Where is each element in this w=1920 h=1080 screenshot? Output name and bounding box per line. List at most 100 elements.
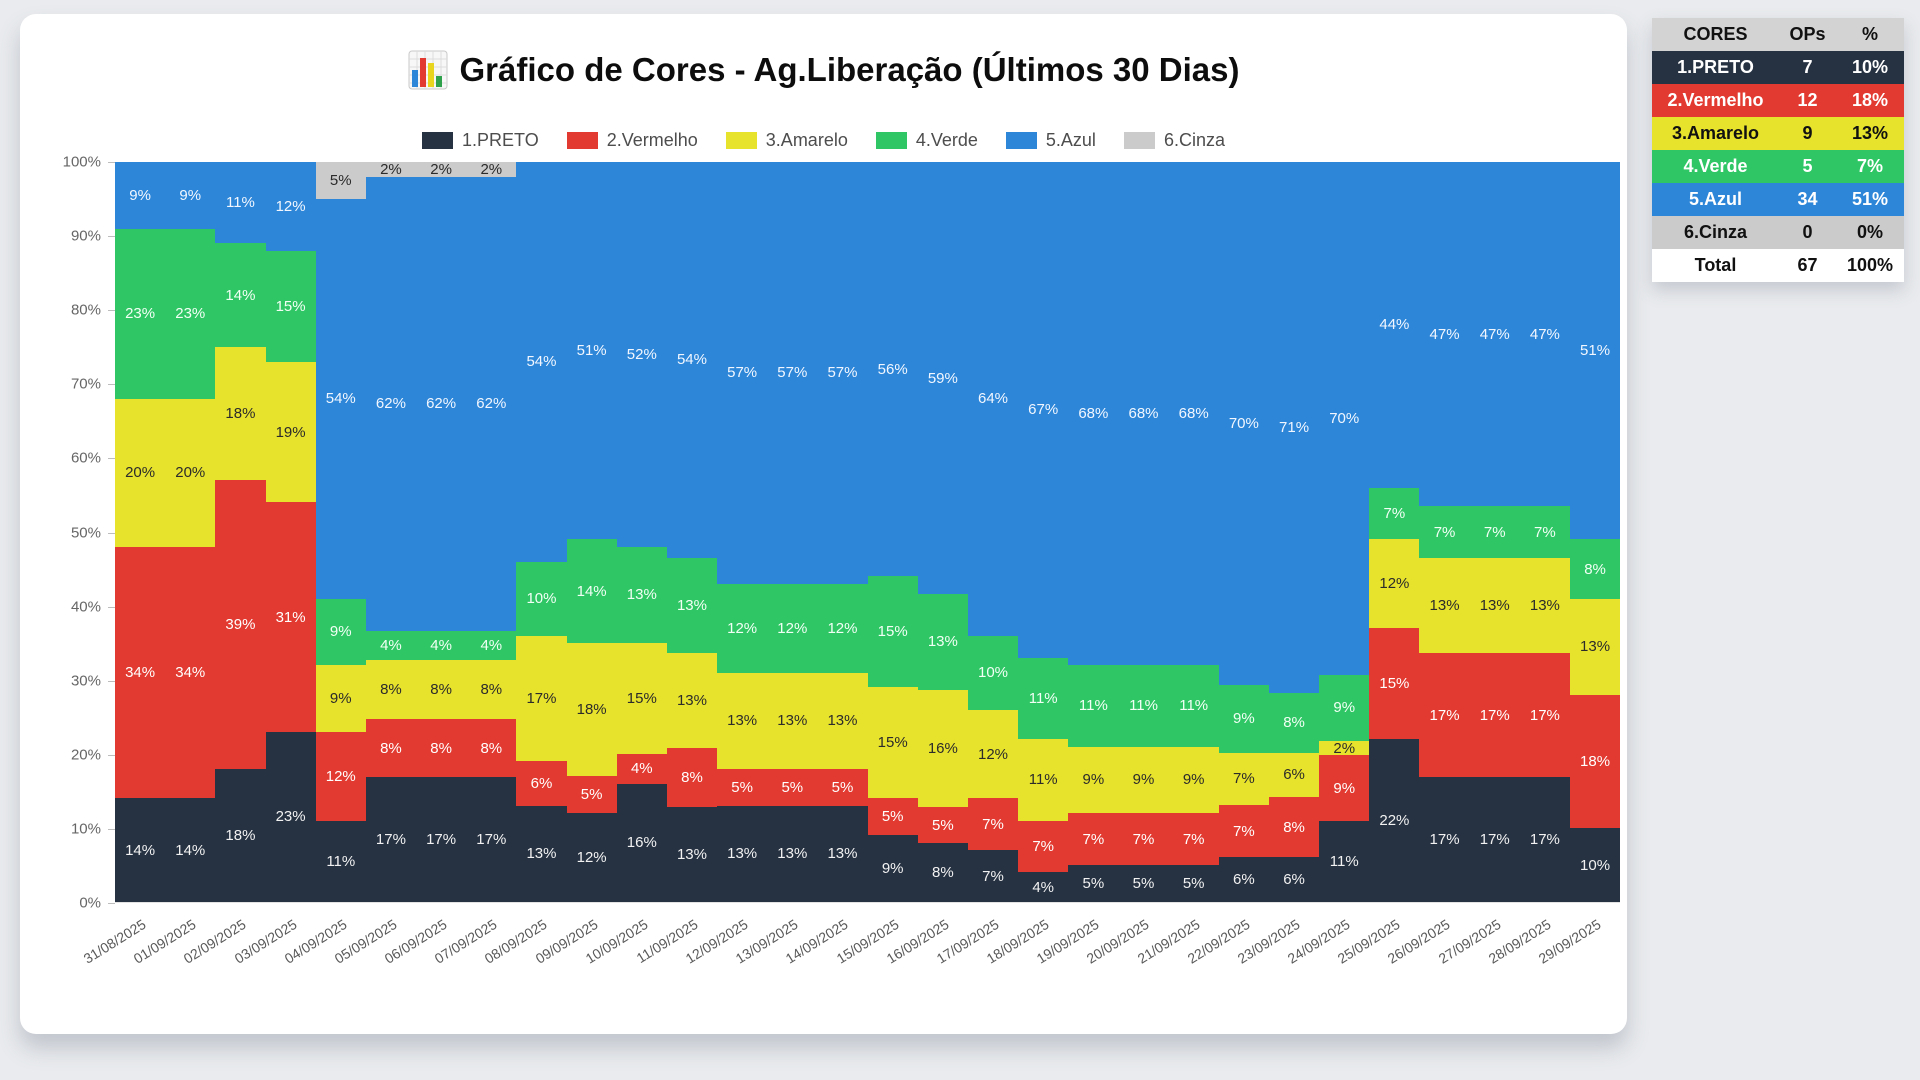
bar-segment: 34%	[115, 546, 166, 799]
bar-segment: 13%	[717, 805, 768, 902]
bar-segment: 4%	[466, 630, 517, 661]
ops-cell: 0	[1802, 222, 1813, 242]
bar-segment: 8%	[1268, 692, 1320, 753]
bar-value-label: 19%	[275, 423, 306, 441]
bar-segment: 7%	[967, 798, 1019, 851]
bar-value-label: 62%	[476, 395, 507, 413]
bar-value-label: 9%	[329, 623, 352, 641]
bar-value-label: 15%	[877, 734, 908, 752]
legend-item-2-vermelho[interactable]: 2.Vermelho	[566, 130, 698, 151]
bar-segment: 18%	[1569, 694, 1621, 828]
legend-item-5-azul[interactable]: 5.Azul	[1005, 130, 1096, 151]
bar-value-label: 2%	[430, 160, 452, 178]
bar-column: 17% 17% 13% 7% 47%	[1519, 162, 1570, 902]
bar-column: 12% 5% 18% 14% 51%	[566, 162, 617, 902]
bar-segment: 57%	[817, 162, 868, 584]
bar-segment: 15%	[867, 687, 918, 799]
bar-segment: 5%	[566, 776, 617, 814]
bar-segment: 47%	[1469, 162, 1520, 507]
bar-value-label: 8%	[1283, 714, 1305, 732]
bar-value-label: 18%	[1580, 752, 1611, 770]
bar-value-label: 17%	[1479, 831, 1510, 849]
bar-value-label: 5%	[580, 786, 603, 804]
pct-cell: 100%	[1846, 255, 1894, 275]
legend-swatch-icon	[875, 132, 907, 149]
bar-segment: 5%	[1168, 865, 1219, 902]
bar-value-label: 57%	[777, 364, 808, 382]
bar-value-label: 8%	[931, 864, 954, 882]
y-tick-mark	[108, 384, 115, 386]
bar-segment: 11%	[1018, 739, 1069, 821]
bar-segment: 17%	[1469, 777, 1520, 902]
legend-item-1-preto[interactable]: 1.PRETO	[422, 130, 539, 151]
legend-item-label: 5.Azul	[1045, 130, 1096, 150]
bar-value-label: 16%	[626, 834, 657, 852]
legend-swatch-icon	[1123, 132, 1155, 149]
bar-value-label: 10%	[526, 590, 557, 608]
bar-segment: 4%	[1018, 872, 1069, 902]
bar-column: 6% 7% 7% 9% 70%	[1218, 162, 1269, 902]
bar-segment: 68%	[1168, 162, 1219, 666]
bar-value-label: 8%	[430, 681, 452, 699]
bar-segment: 17%	[1519, 652, 1570, 778]
bar-value-label: 13%	[727, 712, 758, 730]
color-name-cell: 4.Verde	[1683, 156, 1748, 176]
ops-cell: 7	[1802, 57, 1813, 77]
bar-value-label: 59%	[927, 369, 958, 387]
bar-segment: 7%	[967, 850, 1019, 902]
bar-segment: 11%	[1068, 665, 1119, 747]
color-name-cell: 6.Cinza	[1683, 222, 1748, 242]
bar-value-label: 18%	[225, 405, 256, 423]
bar-segment: 59%	[917, 162, 968, 595]
bar-segment: 62%	[416, 176, 467, 631]
bar-value-label: 8%	[380, 739, 402, 757]
bar-segment: 51%	[1569, 162, 1621, 540]
bar-value-label: 13%	[1479, 596, 1510, 614]
bar-segment: 8%	[365, 718, 417, 778]
pct-cell: 13%	[1851, 123, 1889, 143]
bar-segment: 16%	[917, 689, 968, 807]
bar-value-label: 11%	[1179, 697, 1209, 715]
bar-value-label: 23%	[275, 808, 306, 826]
legend-item-label: 3.Amarelo	[765, 130, 848, 150]
bar-value-label: 5%	[329, 172, 352, 190]
bar-value-label: 15%	[1379, 675, 1410, 693]
bar-value-label: 67%	[1028, 401, 1059, 419]
bar-value-label: 15%	[877, 623, 908, 641]
bar-value-label: 13%	[777, 712, 808, 730]
bar-segment: 20%	[115, 398, 166, 547]
bar-segment: 4%	[416, 630, 467, 661]
bar-value-label: 7%	[1132, 830, 1155, 848]
bar-value-label: 70%	[1329, 409, 1360, 427]
bar-value-label: 9%	[329, 690, 352, 708]
bar-segment: 15%	[265, 250, 316, 362]
bar-value-label: 13%	[777, 845, 808, 863]
bar-segment: 17%	[416, 777, 467, 902]
y-tick-mark	[108, 236, 115, 238]
bar-value-label: 11%	[1028, 771, 1058, 789]
bar-value-label: 9%	[881, 860, 904, 878]
legend-item-6-cinza[interactable]: 6.Cinza	[1123, 130, 1225, 151]
bar-value-label: 17%	[375, 831, 406, 849]
bar-segment: 8%	[416, 718, 467, 778]
pct-cell: 18%	[1851, 90, 1889, 110]
legend-item-3-amarelo[interactable]: 3.Amarelo	[725, 130, 848, 151]
bar-value-label: 31%	[275, 608, 306, 626]
bar-value-label: 6%	[530, 775, 553, 793]
bar-value-label: 5%	[1182, 875, 1205, 892]
bar-segment: 8%	[466, 660, 517, 719]
bar-segment: 57%	[767, 162, 818, 584]
bar-value-label: 47%	[1429, 325, 1460, 343]
y-tick-label: 70%	[70, 375, 101, 393]
bar-value-label: 7%	[982, 815, 1004, 833]
bar-segment: 2%	[1319, 741, 1370, 756]
bar-value-label: 4%	[480, 637, 503, 655]
bar-value-label: 4%	[430, 637, 452, 655]
legend-item-4-verde[interactable]: 4.Verde	[875, 130, 978, 151]
bar-segment: 12%	[767, 583, 818, 673]
x-axis: 31/08/2025 01/09/2025 02/09/2025 03/09/2025…	[81, 908, 1620, 988]
bar-value-label: 23%	[175, 305, 206, 323]
bar-value-label: 57%	[827, 364, 858, 382]
bar-segment: 14%	[115, 798, 166, 902]
bar-value-label: 51%	[576, 342, 607, 360]
